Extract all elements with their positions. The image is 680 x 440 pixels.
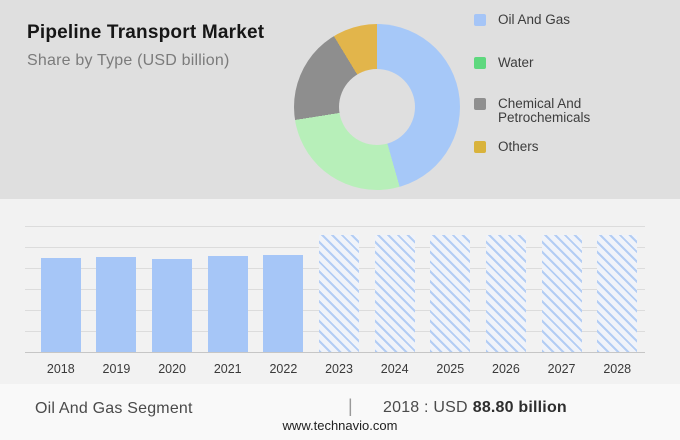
legend-swatch-water [474,57,486,69]
x-axis-labels: 2018 2019 2020 2021 2022 2023 2024 2025 2026 2027… [33,362,645,376]
page-subtitle: Share by Type (USD billion) [27,52,230,69]
bar-2028 [597,235,638,352]
bar-2025 [430,235,471,352]
bar-slot-2019 [89,257,145,352]
bar-slot-2025 [422,235,478,352]
legend-label: Oil And Gas [498,12,571,27]
legend-item-oil-and-gas: Oil And Gas [474,13,628,27]
header-section: Pipeline Transport Market Share by Type … [0,0,680,199]
x-axis-line [25,352,645,353]
x-label-2027: 2027 [547,362,576,376]
x-label-2019: 2019 [102,362,131,376]
bar-2026 [485,235,526,352]
bar-slot-2020 [144,259,200,352]
segment-label: Oil And Gas Segment [35,400,193,417]
footer-section: Oil And Gas Segment | 2018 : USD 88.80 bi… [0,384,680,440]
legend-swatch-chemical-and-petrochemicals [474,98,486,110]
bar-2024 [374,235,415,352]
bar-2018 [40,258,81,352]
x-label-2024: 2024 [380,362,409,376]
x-label-2018: 2018 [46,362,75,376]
bar-slot-2023 [311,235,367,352]
legend-swatch-oil-and-gas [474,14,486,26]
x-label-2026: 2026 [492,362,520,376]
value-amount: 88.80 billion [472,399,567,416]
segment-value: 2018 : USD 88.80 billion [383,399,567,417]
x-label-2022: 2022 [269,362,298,376]
legend-item-chemical-and-petrochemicals: Chemical And Petrochemicals [474,97,628,125]
bar-chart-plot: 2018 2019 2020 2021 2022 2023 2024 2025 2026 2027… [25,199,645,384]
bar-2021 [207,256,248,352]
legend-label: Others [498,139,539,154]
legend-label: Chemical And Petrochemicals [498,96,591,125]
bar-2027 [541,235,582,352]
bar-slot-2024 [367,235,423,352]
bars [33,199,645,352]
legend-item-water: Water [474,56,628,70]
x-label-2023: 2023 [325,362,353,376]
bar-chart-section: 2018 2019 2020 2021 2022 2023 2024 2025 2026 2027… [0,199,680,384]
x-label-2021: 2021 [213,362,242,376]
value-prefix: 2018 : USD [383,399,468,416]
donut-chart [294,24,460,190]
bar-slot-2018 [33,258,89,352]
footer-divider: | [348,396,353,416]
legend-item-others: Others [474,140,628,154]
legend-label: Water [498,55,534,70]
bar-2020 [152,259,193,352]
bar-slot-2028 [589,235,645,352]
page-title: Pipeline Transport Market [27,22,265,43]
title-block: Pipeline Transport Market Share by Type … [27,22,264,70]
bar-2019 [96,257,137,352]
bar-slot-2021 [200,256,256,352]
x-label-2020: 2020 [158,362,186,376]
donut-hole [339,69,415,145]
bar-slot-2022 [256,255,312,352]
bar-slot-2027 [534,235,590,352]
bar-slot-2026 [478,235,534,352]
legend-swatch-others [474,141,486,153]
chart-legend: Oil And Gas Water Chemical And Petrochem… [474,0,674,199]
gridline [25,226,645,227]
bar-2023 [319,235,360,352]
x-label-2025: 2025 [436,362,465,376]
x-label-2028: 2028 [603,362,632,376]
bar-2022 [263,255,304,352]
website-text: www.technavio.com [282,418,398,433]
